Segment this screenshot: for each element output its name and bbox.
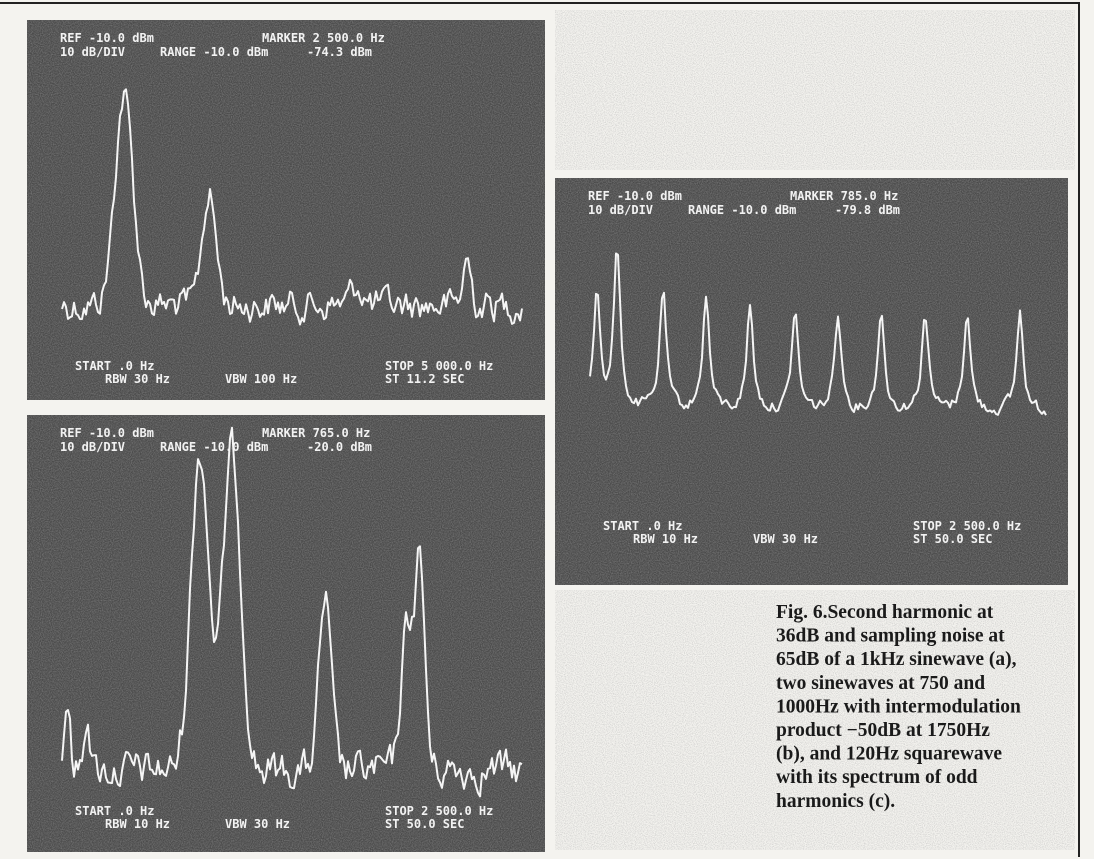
trace bbox=[589, 252, 1047, 416]
screen-label: START .0 Hz bbox=[75, 359, 154, 373]
caption-line: with its spectrum of odd bbox=[776, 767, 978, 788]
halftone bbox=[555, 590, 1075, 850]
screen-label: MARKER 765.0 Hz bbox=[262, 426, 370, 440]
screen-label: STOP 2 500.0 Hz bbox=[913, 519, 1021, 533]
screen-label: REF -10.0 dBm bbox=[60, 426, 154, 440]
screen-label: -79.8 dBm bbox=[835, 203, 900, 217]
screen-grain bbox=[555, 178, 1068, 585]
caption-line: harmonics (c). bbox=[776, 791, 895, 812]
screen-label: RANGE -10.0 dBm bbox=[160, 440, 268, 454]
caption-line: 1000Hz with intermodulation bbox=[776, 696, 1021, 717]
screen-label: 10 dB/DIV bbox=[60, 45, 125, 59]
screen-label: VBW 30 Hz bbox=[225, 817, 290, 831]
screen-grain bbox=[27, 415, 545, 852]
screen-label: -74.3 dBm bbox=[307, 45, 372, 59]
screen-label: VBW 30 Hz bbox=[753, 532, 818, 546]
screen-label: ST 50.0 SEC bbox=[913, 532, 992, 546]
screen-label: STOP 5 000.0 Hz bbox=[385, 359, 493, 373]
screen-label: 10 dB/DIV bbox=[60, 440, 125, 454]
screen-label: REF -10.0 dBm bbox=[60, 31, 154, 45]
spectrum-screen: REF -10.0 dBm MARKER 2 500.0 Hz 10 dB/DIV R… bbox=[27, 20, 545, 400]
caption-line: two sinewaves at 750 and bbox=[776, 673, 985, 694]
trace bbox=[61, 426, 523, 798]
caption-line: product −50dB at 1750Hz bbox=[776, 720, 990, 741]
screen-label: STOP 2 500.0 Hz bbox=[385, 804, 493, 818]
caption-line: (b), and 120Hz squarewave bbox=[776, 744, 1002, 765]
screen-label: 10 dB/DIV bbox=[588, 203, 653, 217]
screen-label: RBW 10 Hz bbox=[633, 532, 698, 546]
screen-label: ST 11.2 SEC bbox=[385, 372, 464, 386]
screen-label: MARKER 785.0 Hz bbox=[790, 189, 898, 203]
screen-label: START .0 Hz bbox=[75, 804, 154, 818]
caption-line: 36dB and sampling noise at bbox=[776, 626, 1005, 647]
screen-label: -20.0 dBm bbox=[307, 440, 372, 454]
screen-label: RBW 10 Hz bbox=[105, 817, 170, 831]
screen-label: ST 50.0 SEC bbox=[385, 817, 464, 831]
screen-label: RBW 30 Hz bbox=[105, 372, 170, 386]
caption-line: Fig. 6.Second harmonic at bbox=[776, 602, 994, 623]
screen-label: START .0 Hz bbox=[603, 519, 682, 533]
trace bbox=[61, 88, 523, 326]
screen-label: MARKER 2 500.0 Hz bbox=[262, 31, 385, 45]
screen-grain bbox=[27, 20, 545, 400]
screen-label: RANGE -10.0 dBm bbox=[160, 45, 268, 59]
caption-line: 65dB of a 1kHz sinewave (a), bbox=[776, 649, 1017, 670]
screen-label: RANGE -10.0 dBm bbox=[688, 203, 796, 217]
halftone bbox=[555, 10, 1075, 170]
spectrum-screen: REF -10.0 dBm MARKER 785.0 Hz 10 dB/DIV RAN… bbox=[555, 178, 1068, 585]
spectrum-screen: REF -10.0 dBm MARKER 765.0 Hz 10 dB/DIV RAN… bbox=[27, 415, 545, 852]
screen-label: REF -10.0 dBm bbox=[588, 189, 682, 203]
screen-label: VBW 100 Hz bbox=[225, 372, 297, 386]
caption: Fig. 6.Second harmonic at 36dB and sampli… bbox=[776, 602, 1021, 812]
